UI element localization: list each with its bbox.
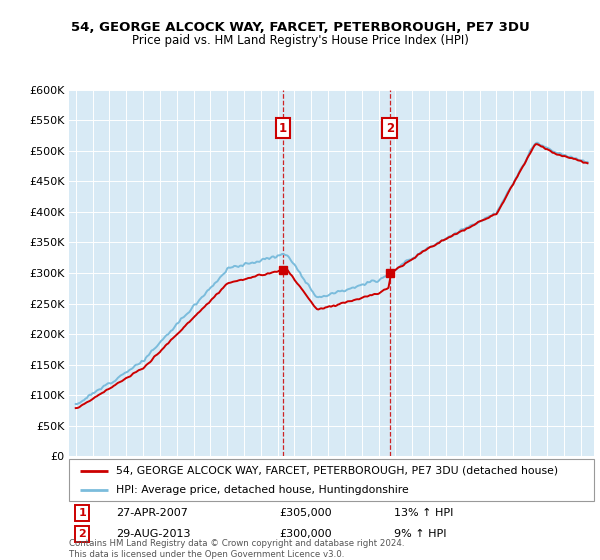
Text: Price paid vs. HM Land Registry's House Price Index (HPI): Price paid vs. HM Land Registry's House … bbox=[131, 34, 469, 46]
Text: 9% ↑ HPI: 9% ↑ HPI bbox=[395, 529, 447, 539]
Text: 54, GEORGE ALCOCK WAY, FARCET, PETERBOROUGH, PE7 3DU: 54, GEORGE ALCOCK WAY, FARCET, PETERBORO… bbox=[71, 21, 529, 34]
Text: 29-AUG-2013: 29-AUG-2013 bbox=[116, 529, 191, 539]
Text: 54, GEORGE ALCOCK WAY, FARCET, PETERBOROUGH, PE7 3DU (detached house): 54, GEORGE ALCOCK WAY, FARCET, PETERBORO… bbox=[116, 465, 559, 475]
FancyBboxPatch shape bbox=[69, 459, 594, 501]
Text: 13% ↑ HPI: 13% ↑ HPI bbox=[395, 508, 454, 518]
Text: £300,000: £300,000 bbox=[279, 529, 332, 539]
Text: 2: 2 bbox=[78, 529, 86, 539]
Text: 2: 2 bbox=[386, 122, 394, 134]
Text: 1: 1 bbox=[279, 122, 287, 134]
Text: HPI: Average price, detached house, Huntingdonshire: HPI: Average price, detached house, Hunt… bbox=[116, 485, 409, 495]
Text: 1: 1 bbox=[78, 508, 86, 518]
Text: 27-APR-2007: 27-APR-2007 bbox=[116, 508, 188, 518]
Text: £305,000: £305,000 bbox=[279, 508, 332, 518]
Text: Contains HM Land Registry data © Crown copyright and database right 2024.
This d: Contains HM Land Registry data © Crown c… bbox=[69, 539, 404, 559]
